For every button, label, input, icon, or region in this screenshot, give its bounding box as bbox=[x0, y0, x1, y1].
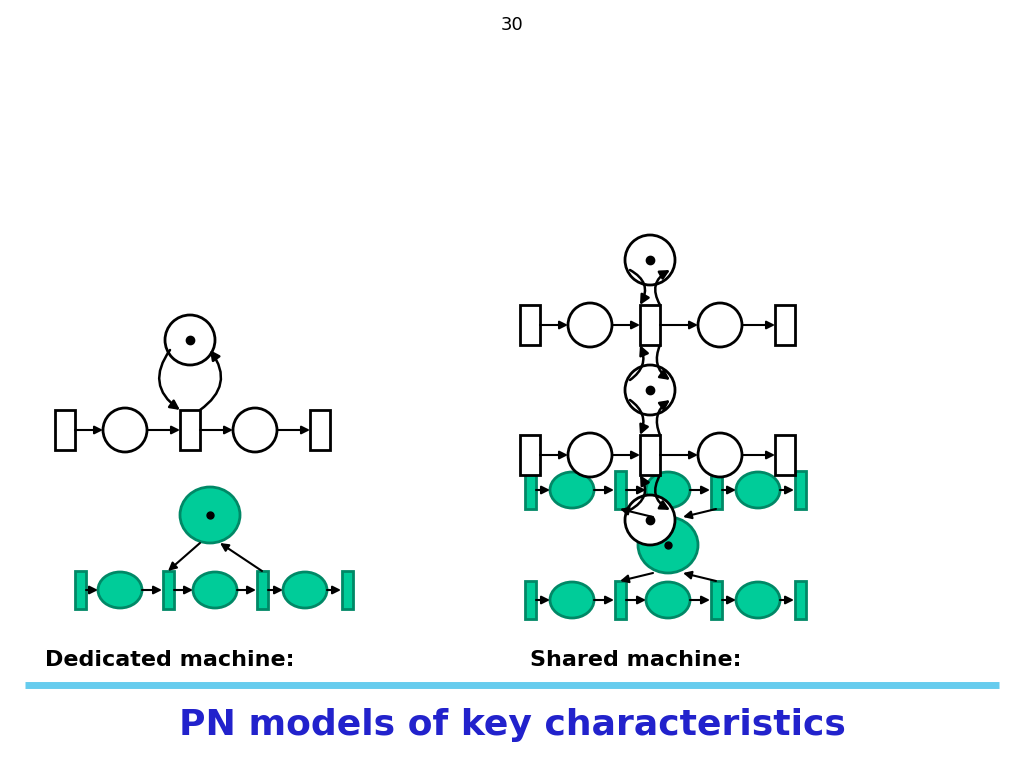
Ellipse shape bbox=[736, 582, 780, 618]
Bar bbox=[775, 305, 795, 345]
Ellipse shape bbox=[283, 572, 327, 608]
Bar bbox=[795, 581, 806, 619]
Text: Dedicated machine:: Dedicated machine: bbox=[45, 650, 295, 670]
Ellipse shape bbox=[550, 582, 594, 618]
Bar bbox=[524, 581, 536, 619]
Circle shape bbox=[698, 433, 742, 477]
Bar bbox=[614, 471, 626, 509]
Ellipse shape bbox=[646, 472, 690, 508]
Bar bbox=[163, 571, 173, 609]
Circle shape bbox=[698, 303, 742, 347]
Circle shape bbox=[625, 365, 675, 415]
Bar bbox=[310, 410, 330, 450]
Ellipse shape bbox=[193, 572, 237, 608]
Ellipse shape bbox=[646, 582, 690, 618]
Circle shape bbox=[625, 235, 675, 285]
Bar bbox=[640, 435, 660, 475]
Circle shape bbox=[233, 408, 278, 452]
Ellipse shape bbox=[98, 572, 142, 608]
Bar bbox=[520, 305, 540, 345]
Bar bbox=[180, 410, 200, 450]
Circle shape bbox=[568, 433, 612, 477]
Bar bbox=[795, 471, 806, 509]
Text: PN models of key characteristics: PN models of key characteristics bbox=[178, 708, 846, 742]
Bar bbox=[341, 571, 352, 609]
Circle shape bbox=[103, 408, 147, 452]
Text: 30: 30 bbox=[501, 16, 523, 34]
Circle shape bbox=[625, 495, 675, 545]
Circle shape bbox=[568, 303, 612, 347]
Bar bbox=[775, 435, 795, 475]
Bar bbox=[640, 305, 660, 345]
Bar bbox=[711, 581, 722, 619]
Bar bbox=[520, 435, 540, 475]
Bar bbox=[55, 410, 75, 450]
Ellipse shape bbox=[736, 472, 780, 508]
Bar bbox=[524, 471, 536, 509]
Ellipse shape bbox=[638, 517, 698, 573]
Bar bbox=[711, 471, 722, 509]
Circle shape bbox=[165, 315, 215, 365]
Bar bbox=[256, 571, 267, 609]
Bar bbox=[614, 581, 626, 619]
Ellipse shape bbox=[550, 472, 594, 508]
Ellipse shape bbox=[180, 487, 240, 543]
Bar bbox=[75, 571, 85, 609]
Text: Shared machine:: Shared machine: bbox=[530, 650, 741, 670]
